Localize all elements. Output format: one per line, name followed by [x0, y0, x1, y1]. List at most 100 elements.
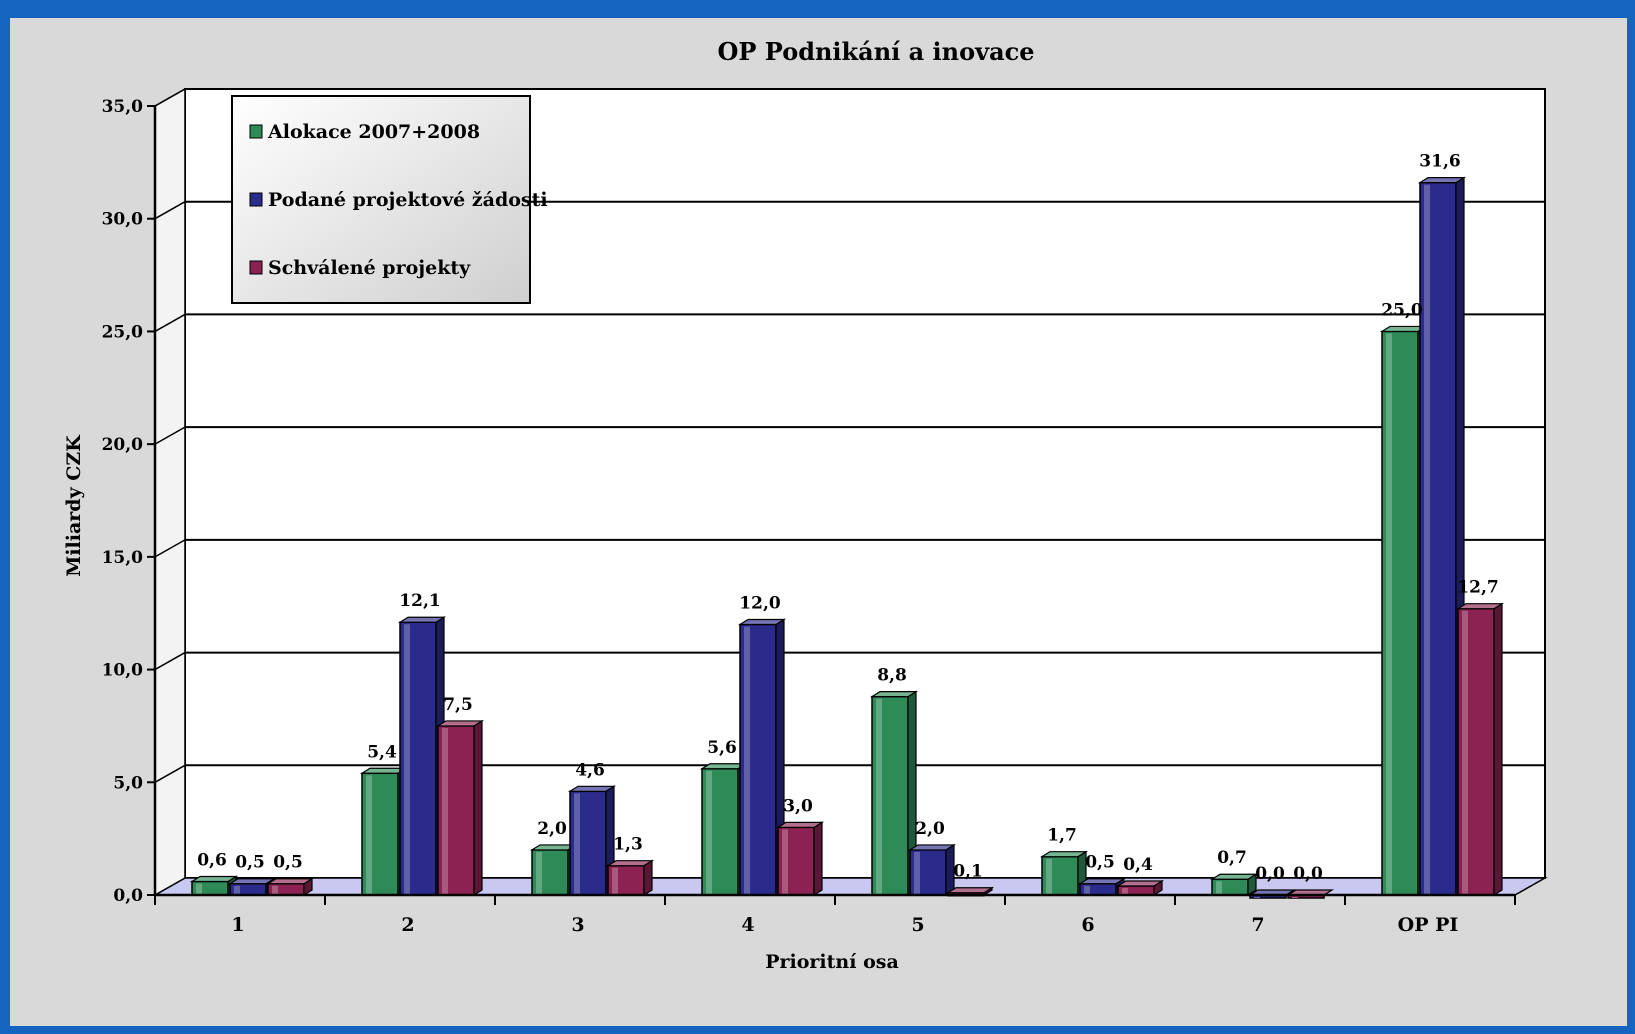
- data-label: 5,4: [367, 742, 397, 762]
- bar-top: [1115, 880, 1165, 887]
- data-label: 5,6: [707, 738, 737, 758]
- x-axis-title: Prioritní osa: [765, 951, 899, 973]
- bar: [227, 877, 277, 897]
- x-tick-label: 6: [1081, 914, 1094, 936]
- gridline-side: [154, 426, 186, 445]
- y-tick-label: 5,0: [113, 773, 143, 793]
- legend-label-alokace: Alokace 2007+2008: [267, 121, 480, 143]
- bar-highlight: [442, 727, 448, 894]
- data-label: 0,6: [197, 850, 227, 870]
- x-tick-label: 2: [401, 914, 414, 936]
- data-label: 12,0: [739, 593, 781, 613]
- bar-top: [869, 691, 919, 698]
- bar-highlight: [272, 885, 278, 894]
- bar-top: [737, 618, 787, 626]
- y-tick-label: 20,0: [102, 435, 144, 455]
- legend-swatch-schvalene: [249, 260, 263, 275]
- bar: [265, 877, 315, 897]
- y-tick-label: 30,0: [102, 210, 144, 230]
- x-tick-label: 4: [741, 914, 754, 936]
- x-tick-label: 1: [231, 914, 244, 936]
- bar-highlight: [914, 851, 920, 894]
- bar-side: [643, 859, 653, 897]
- chart-title: OP Podnikání a inovace: [717, 37, 1034, 66]
- x-tick-label: 3: [571, 914, 584, 936]
- data-label: 0,5: [273, 853, 303, 873]
- gridline-side: [154, 201, 186, 220]
- bar-highlight: [1046, 858, 1052, 894]
- data-label: 2,0: [537, 819, 567, 839]
- data-label: 1,7: [1047, 826, 1077, 846]
- bar-highlight: [782, 829, 788, 894]
- bar-highlight: [404, 624, 410, 894]
- data-label: 0,4: [1123, 855, 1153, 875]
- bar-highlight: [612, 867, 618, 894]
- data-label: 8,8: [877, 666, 907, 686]
- bar-highlight: [1292, 897, 1298, 898]
- bar-highlight: [1084, 885, 1090, 894]
- data-label: 0,0: [1293, 864, 1323, 884]
- legend: Alokace 2007+2008 Podané projektové žádo…: [231, 95, 548, 304]
- x-tick-label: 7: [1251, 914, 1264, 936]
- data-label: 2,0: [915, 819, 945, 839]
- data-label: 7,5: [443, 695, 473, 715]
- bar-highlight: [196, 883, 202, 894]
- data-label: 31,6: [1419, 152, 1460, 172]
- bar-side: [473, 719, 483, 897]
- bar-top: [567, 785, 617, 792]
- y-tick-label: 0,0: [113, 886, 143, 906]
- bar-top: [1077, 878, 1127, 885]
- bar: [1039, 850, 1089, 897]
- y-tick-label: 35,0: [102, 97, 144, 117]
- bar-highlight: [366, 775, 372, 894]
- axes: 0,0 5,0 10,0 15,0 20,0 25,0 30,0 35,0 1 2 3 4 5 6 7 OP …: [102, 97, 1516, 936]
- bar-highlight: [1122, 887, 1128, 894]
- bar-highlight: [234, 885, 240, 894]
- bar-highlight: [1462, 610, 1468, 894]
- data-labels: 0,6 0,5 0,5 5,4 12,1 7,5 2,0 4,6 1,3 5,6 12,0 3,0 8,…: [197, 152, 1498, 884]
- bar: [907, 843, 957, 897]
- bar-top: [227, 878, 277, 885]
- bars: [189, 176, 1505, 899]
- legend-label-schvalene: Schválené projekty: [268, 257, 471, 279]
- data-label: 0,1: [953, 862, 983, 882]
- legend-box: [231, 95, 531, 304]
- gridline-side: [154, 88, 186, 107]
- bar-highlight: [1424, 184, 1430, 894]
- data-label: 25,0: [1381, 300, 1423, 320]
- bar-top: [397, 616, 447, 623]
- y-axis-title: Miliardy CZK: [63, 434, 85, 577]
- data-label: 0,5: [1085, 853, 1115, 873]
- gridline-side: [154, 764, 186, 783]
- bar-side: [1493, 602, 1503, 897]
- bar-top: [775, 821, 825, 828]
- bar-top: [189, 875, 239, 883]
- data-label: 1,3: [613, 835, 643, 855]
- bar-highlight: [536, 851, 542, 894]
- gridline-side: [154, 539, 186, 558]
- chart-frame: 0,6 0,5 0,5 5,4 12,1 7,5 2,0 4,6 1,3 5,6 12,0 3,0 8,…: [10, 18, 1627, 1026]
- bar-highlight: [1254, 897, 1260, 898]
- bar-highlight: [1386, 333, 1392, 894]
- bar: [435, 719, 485, 897]
- bar-top: [1417, 177, 1467, 184]
- data-label: 0,5: [235, 853, 265, 873]
- data-label: 3,0: [783, 796, 813, 816]
- data-label: 0,0: [1255, 864, 1285, 884]
- data-label: 12,7: [1457, 578, 1498, 598]
- y-tick-label: 10,0: [102, 661, 144, 681]
- bar-highlight: [574, 793, 580, 894]
- legend-swatch-alokace: [249, 124, 263, 139]
- bar: [1455, 602, 1505, 897]
- y-tick-label: 25,0: [102, 322, 144, 342]
- x-tick-label: OP PI: [1398, 914, 1459, 936]
- bar-top: [1039, 851, 1089, 858]
- bar: [775, 821, 825, 897]
- bar-top: [1455, 603, 1505, 610]
- bar-top: [907, 844, 957, 851]
- x-tick-label: 5: [911, 914, 924, 936]
- legend-label-podane: Podané projektové žádosti: [268, 189, 548, 211]
- bar-chart: 0,6 0,5 0,55,412,17,52,04,61,35,612,03,08,…: [63, 37, 1548, 973]
- bar: [605, 859, 655, 897]
- bar: [189, 875, 239, 897]
